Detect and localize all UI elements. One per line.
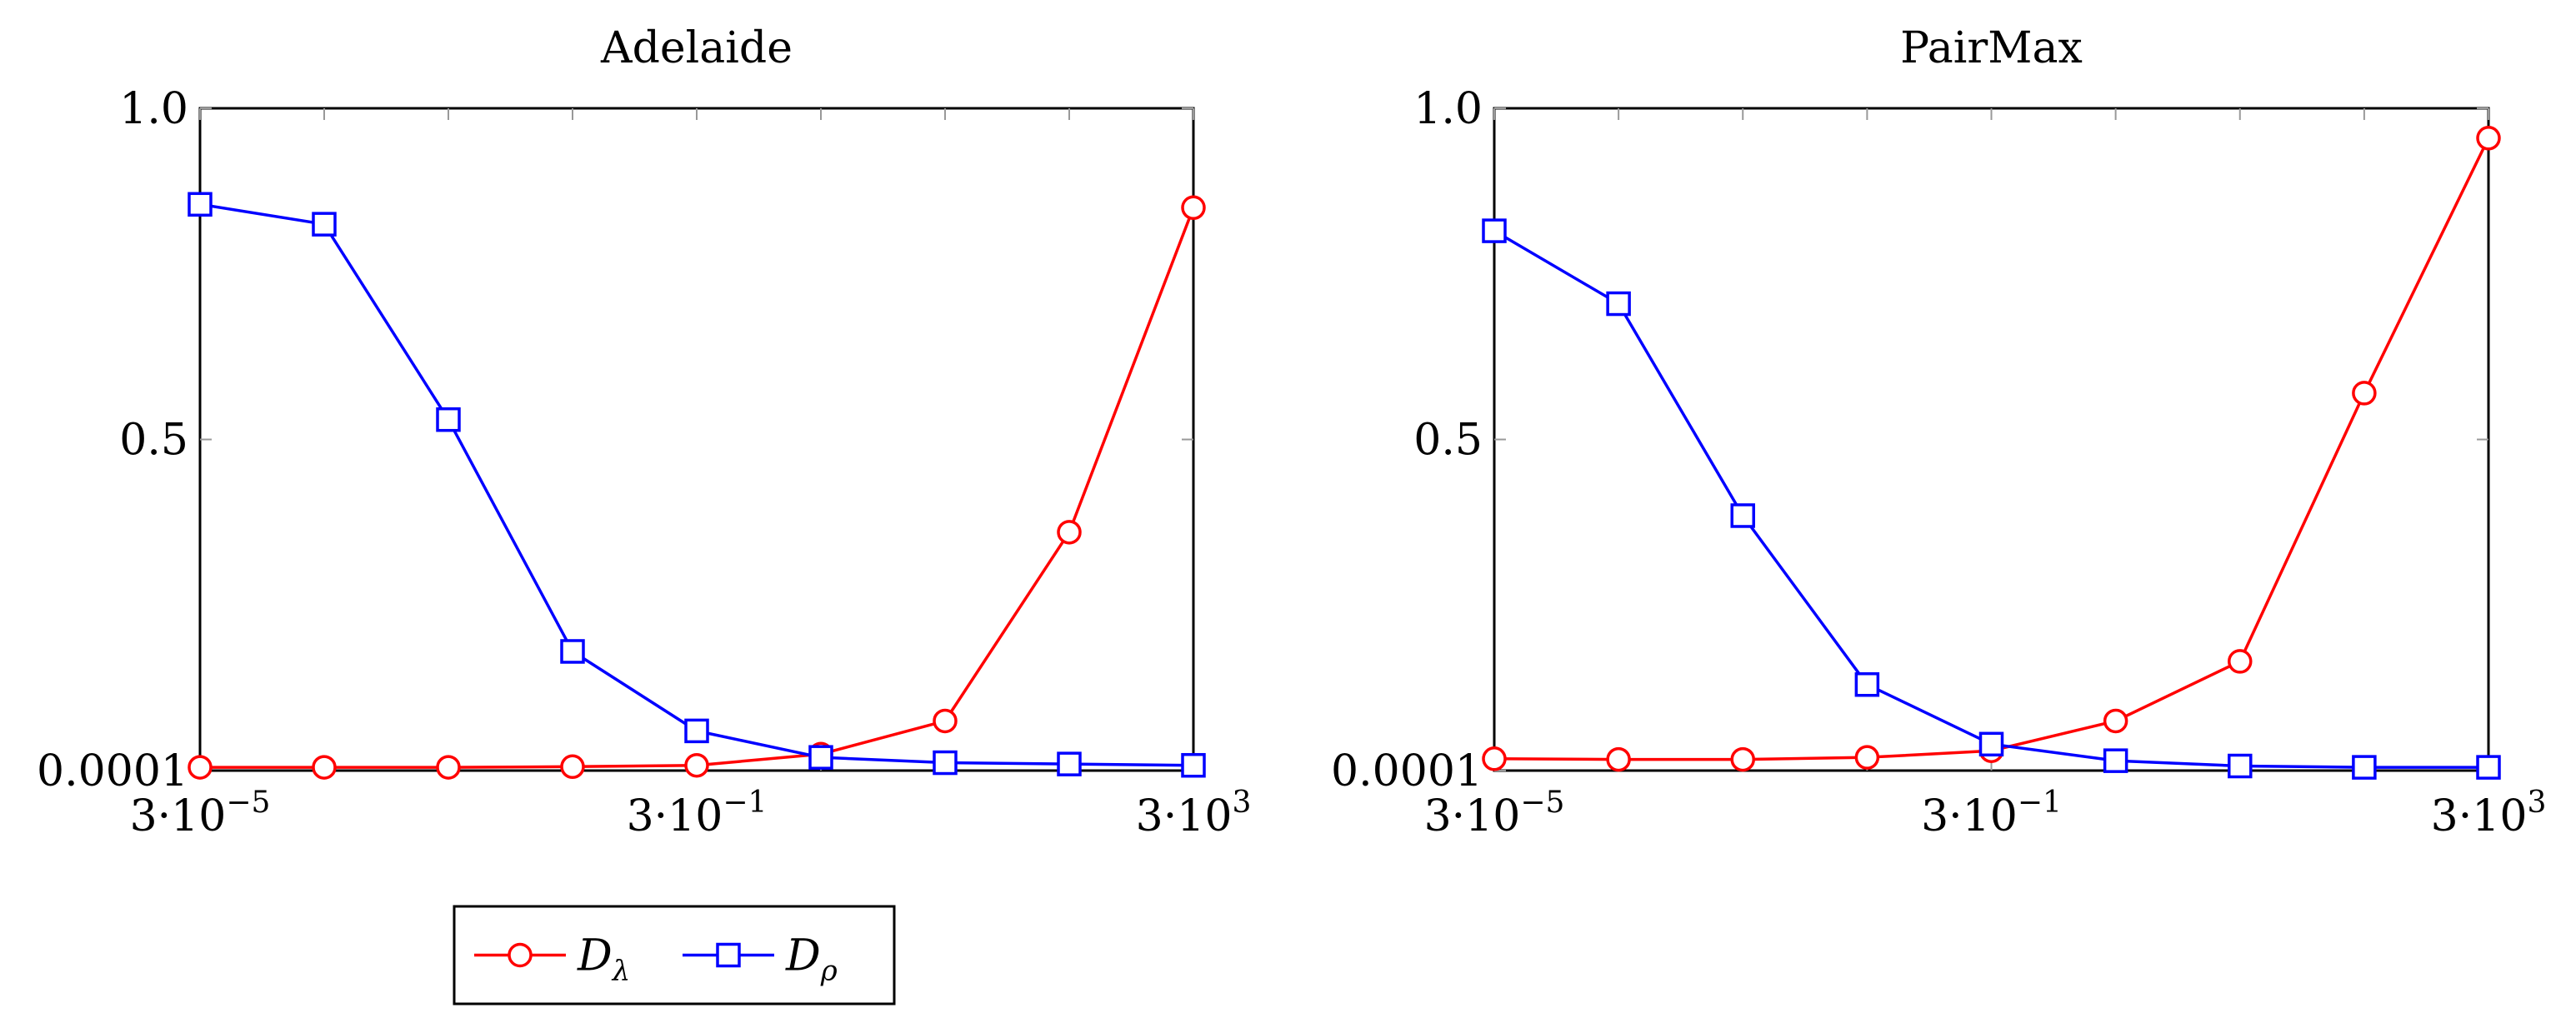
data-point-d-rho <box>1730 503 1755 528</box>
data-point-d-rho <box>2352 755 2377 780</box>
data-point-d-rho <box>560 639 585 664</box>
data-point-d-rho <box>1181 752 1206 778</box>
series-line-d-rho <box>199 202 1194 767</box>
data-point-d-rho <box>1978 731 2004 757</box>
data-point-d-lambda <box>684 752 709 778</box>
data-point-d-rho <box>1854 671 1880 697</box>
legend-label-d-lambda: Dλ <box>577 931 630 988</box>
data-point-d-rho <box>1057 751 1082 776</box>
data-point-d-lambda <box>1606 746 1631 772</box>
plot-area-frame <box>1493 107 2490 772</box>
data-point-d-rho <box>1482 218 1507 243</box>
x-tick-label: 3·103 <box>1136 786 1252 841</box>
data-point-d-rho <box>2476 755 2501 780</box>
legend-symbol: D <box>785 931 821 981</box>
x-tick-label-exponent: −1 <box>2018 786 2062 820</box>
x-tick-label: 3·10−5 <box>1424 786 1565 841</box>
data-point-d-lambda <box>1057 520 1082 545</box>
x-tick-label-base: 3·10 <box>2431 791 2528 841</box>
y-tick-label: 1.0 <box>119 84 188 134</box>
data-point-d-lambda <box>2103 708 2128 734</box>
x-tick-label-exponent: 3 <box>1232 786 1251 820</box>
legend-label-d-rho: Dρ <box>785 931 838 988</box>
legend: Dλ Dρ <box>453 905 896 1006</box>
legend-marker-square <box>716 942 741 968</box>
data-point-d-lambda <box>933 708 958 734</box>
y-tick-label: 1.0 <box>1413 84 1483 134</box>
data-point-d-rho <box>436 407 461 432</box>
data-point-d-lambda <box>2352 381 2377 406</box>
x-tick-label-base: 3·10 <box>1424 791 1521 841</box>
data-point-d-rho <box>684 718 709 744</box>
plot-area-frame <box>198 107 1195 772</box>
y-tick-label: 0.0001 <box>37 746 188 796</box>
data-point-d-lambda <box>1181 195 1206 221</box>
chart-title-adelaide: Adelaide <box>600 23 793 73</box>
x-tick-label-exponent: 3 <box>2527 786 2546 820</box>
data-point-d-lambda <box>1854 745 1880 770</box>
legend-symbol: D <box>577 931 613 981</box>
data-point-d-lambda <box>2228 649 2253 674</box>
x-tick-label-exponent: −5 <box>226 786 270 820</box>
data-point-d-rho <box>1606 291 1631 317</box>
series-line-d-rho <box>1493 229 2488 769</box>
data-point-d-lambda <box>1730 746 1755 772</box>
series-line-d-lambda <box>200 207 1195 769</box>
data-point-d-rho <box>2228 753 2253 779</box>
x-tick-label: 3·10−1 <box>627 786 768 841</box>
data-point-d-rho <box>312 212 337 237</box>
x-tick-label: 3·103 <box>2431 786 2547 841</box>
x-tick-label-base: 3·10 <box>627 791 723 841</box>
y-tick-label: 0.5 <box>119 416 188 466</box>
data-point-d-lambda <box>436 755 461 780</box>
data-point-d-rho <box>2103 748 2128 773</box>
data-point-d-lambda <box>560 754 585 780</box>
data-point-d-lambda <box>312 755 337 780</box>
chart-title-pairmax: PairMax <box>1900 23 2083 73</box>
data-point-d-lambda <box>1482 746 1507 771</box>
data-point-d-rho <box>808 745 833 770</box>
legend-marker-circle <box>508 942 533 968</box>
legend-subscript: ρ <box>820 955 838 988</box>
y-tick-label: 0.0001 <box>1331 746 1483 796</box>
x-tick-label-exponent: −1 <box>723 786 767 820</box>
legend-subscript: λ <box>611 955 631 988</box>
data-point-d-lambda <box>188 755 213 780</box>
x-tick-label-base: 3·10 <box>1136 791 1233 841</box>
x-tick-label: 3·10−5 <box>130 786 271 841</box>
series-line-d-lambda <box>1493 137 2490 761</box>
data-point-d-rho <box>933 750 958 776</box>
y-tick-label: 0.5 <box>1413 416 1483 466</box>
x-tick-label-base: 3·10 <box>130 791 227 841</box>
x-tick-label-base: 3·10 <box>1921 791 2018 841</box>
data-point-d-lambda <box>2476 126 2501 151</box>
data-point-d-rho <box>188 192 213 217</box>
x-tick-label: 3·10−1 <box>1921 786 2062 841</box>
x-tick-label-exponent: −5 <box>1520 786 1564 820</box>
